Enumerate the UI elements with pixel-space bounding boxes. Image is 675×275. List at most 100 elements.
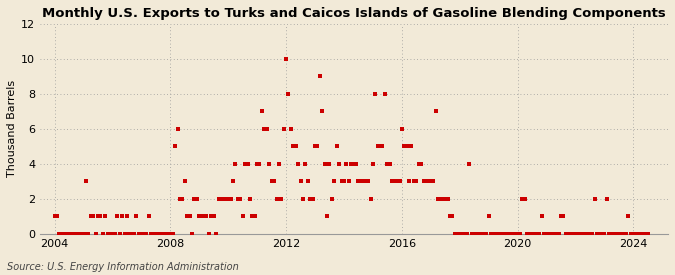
Point — [375, 144, 385, 148]
Point — [227, 179, 238, 184]
Point — [85, 214, 96, 219]
Point — [421, 179, 431, 184]
Point — [344, 179, 354, 184]
Point — [51, 214, 62, 219]
Point — [71, 232, 82, 236]
Point — [597, 232, 608, 236]
Point — [194, 214, 205, 219]
Point — [351, 162, 362, 166]
Point — [365, 197, 376, 201]
Point — [570, 232, 581, 236]
Point — [225, 197, 236, 201]
Point — [148, 232, 159, 236]
Point — [568, 232, 578, 236]
Point — [481, 232, 491, 236]
Point — [203, 232, 214, 236]
Point — [606, 232, 617, 236]
Point — [589, 197, 600, 201]
Point — [445, 214, 456, 219]
Point — [83, 232, 94, 236]
Point — [389, 179, 400, 184]
Point — [319, 162, 330, 166]
Point — [221, 197, 232, 201]
Point — [312, 144, 323, 148]
Point — [456, 232, 467, 236]
Point — [59, 232, 70, 236]
Point — [232, 197, 243, 201]
Point — [408, 179, 419, 184]
Point — [141, 232, 152, 236]
Point — [611, 232, 622, 236]
Point — [430, 109, 441, 114]
Point — [218, 197, 229, 201]
Point — [614, 232, 624, 236]
Point — [468, 232, 479, 236]
Point — [491, 232, 502, 236]
Point — [437, 197, 448, 201]
Point — [440, 197, 451, 201]
Point — [435, 197, 446, 201]
Point — [198, 214, 209, 219]
Point — [298, 197, 308, 201]
Point — [196, 214, 207, 219]
Point — [238, 214, 248, 219]
Point — [235, 197, 246, 201]
Point — [450, 232, 460, 236]
Point — [177, 197, 188, 201]
Point — [399, 144, 410, 148]
Point — [548, 232, 559, 236]
Point — [348, 162, 359, 166]
Point — [532, 232, 543, 236]
Point — [304, 197, 315, 201]
Point — [315, 74, 325, 79]
Point — [416, 162, 427, 166]
Point — [63, 232, 74, 236]
Point — [247, 214, 258, 219]
Point — [587, 232, 597, 236]
Point — [136, 232, 146, 236]
Point — [626, 232, 637, 236]
Point — [373, 144, 383, 148]
Point — [163, 232, 173, 236]
Point — [640, 232, 651, 236]
Point — [635, 232, 646, 236]
Point — [61, 232, 72, 236]
Point — [126, 232, 137, 236]
Point — [387, 179, 398, 184]
Point — [174, 197, 185, 201]
Point — [462, 232, 472, 236]
Point — [483, 214, 494, 219]
Point — [254, 162, 265, 166]
Point — [78, 232, 89, 236]
Point — [170, 144, 181, 148]
Point — [503, 232, 514, 236]
Point — [186, 232, 197, 236]
Point — [529, 232, 540, 236]
Point — [182, 214, 192, 219]
Point — [209, 214, 219, 219]
Point — [512, 232, 523, 236]
Point — [114, 232, 125, 236]
Point — [353, 179, 364, 184]
Point — [355, 179, 366, 184]
Point — [88, 214, 99, 219]
Point — [476, 232, 487, 236]
Point — [519, 197, 530, 201]
Point — [206, 214, 217, 219]
Point — [295, 179, 306, 184]
Point — [143, 214, 154, 219]
Point — [543, 232, 554, 236]
Point — [201, 214, 212, 219]
Point — [522, 232, 533, 236]
Point — [534, 232, 545, 236]
Point — [558, 214, 569, 219]
Point — [396, 127, 407, 131]
Text: Source: U.S. Energy Information Administration: Source: U.S. Energy Information Administ… — [7, 262, 238, 272]
Point — [244, 197, 255, 201]
Point — [471, 232, 482, 236]
Point — [358, 179, 369, 184]
Y-axis label: Thousand Barrels: Thousand Barrels — [7, 80, 17, 177]
Point — [146, 232, 157, 236]
Point — [122, 214, 132, 219]
Point — [322, 214, 333, 219]
